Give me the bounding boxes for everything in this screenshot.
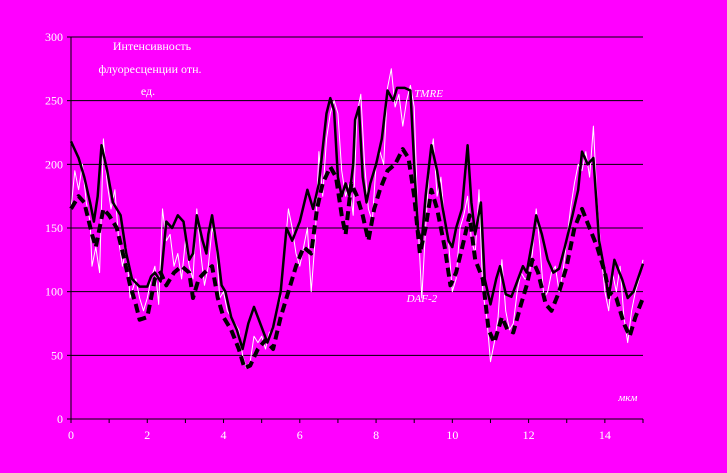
- chart-title: Интенсивность флуоресценции отн. ед.: [98, 39, 201, 98]
- y-tick-label-50: 50: [51, 348, 63, 362]
- x-tick-label-12: 12: [523, 428, 535, 442]
- title-line-1: Интенсивность: [113, 39, 192, 53]
- series-line-tmre: [69, 86, 645, 351]
- title-line-3: ед.: [141, 84, 155, 98]
- x-tick-label-4: 4: [221, 428, 227, 442]
- annotation-group: TMRE DAF-2 мкм: [406, 88, 638, 404]
- y-tick-label-300: 300: [45, 30, 63, 44]
- x-tick-label-0: 0: [68, 428, 74, 442]
- y-tick-label-200: 200: [45, 157, 63, 171]
- x-tick-label-2: 2: [144, 428, 150, 442]
- x-tick-label-10: 10: [446, 428, 458, 442]
- x-tick-label-8: 8: [373, 428, 379, 442]
- y-tick-label-100: 100: [45, 285, 63, 299]
- title-line-2: флуоресценции отн.: [98, 62, 201, 76]
- annotation-0: TMRE: [414, 88, 443, 100]
- annotation-1: DAF-2: [406, 293, 438, 305]
- annotation-2: мкм: [617, 392, 637, 404]
- series-group: [69, 68, 645, 371]
- y-tick-label-0: 0: [57, 412, 63, 426]
- x-tick-label-14: 14: [599, 428, 611, 442]
- y-tick-label-250: 250: [45, 94, 63, 108]
- tick-labels: 0 50 100 150 200 250 300 0 2 4 6 8 10 12 14: [45, 30, 611, 442]
- axes: [67, 36, 644, 423]
- x-tick-label-6: 6: [297, 428, 303, 442]
- series-line-daf-2: [69, 147, 645, 371]
- y-tick-label-150: 150: [45, 221, 63, 235]
